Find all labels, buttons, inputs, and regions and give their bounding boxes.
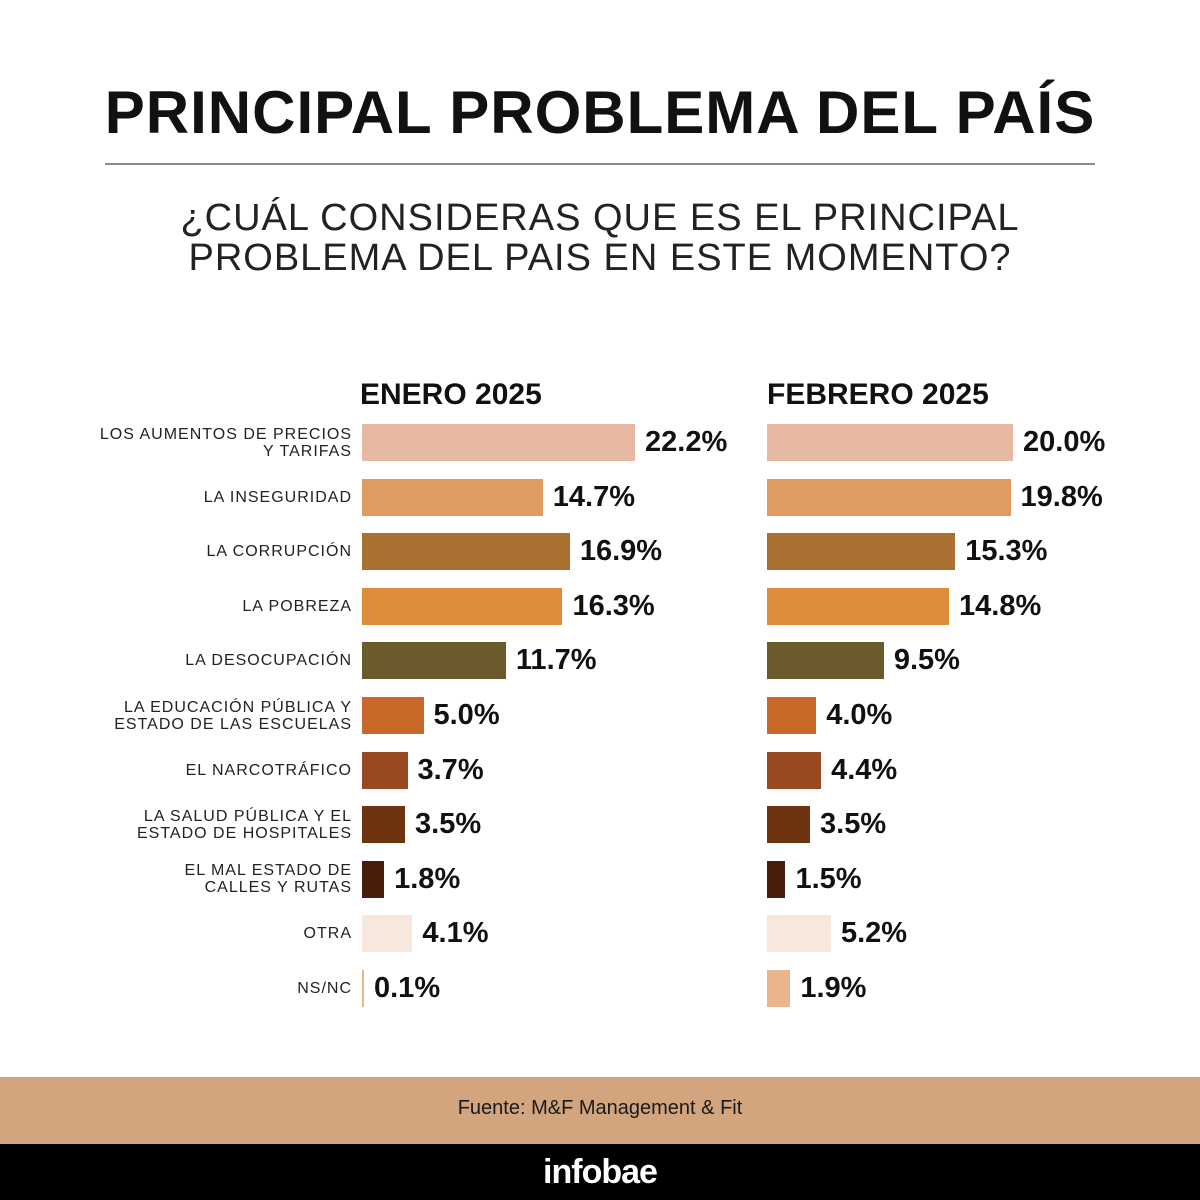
value-label: 4.0% xyxy=(826,699,893,731)
value-label: 1.9% xyxy=(800,972,867,1004)
value-label: 4.4% xyxy=(831,753,898,786)
bar-enero xyxy=(362,533,570,571)
bar-enero xyxy=(362,860,385,898)
infobae-logo: infobae xyxy=(543,1153,658,1191)
value-label: 4.1% xyxy=(422,917,489,950)
category-label: LA INSEGURIDAD xyxy=(52,489,352,506)
value-label: 22.2% xyxy=(645,426,728,458)
value-label: 19.8% xyxy=(1020,480,1103,513)
category-label-line: LA DESOCUPACIÓN xyxy=(185,652,352,670)
bar-febrero xyxy=(767,478,1011,516)
bar-febrero xyxy=(767,642,884,680)
value-label: 3.5% xyxy=(415,808,482,841)
category-label-line: LA POBREZA xyxy=(242,597,352,615)
category-label-line: LA INSEGURIDAD xyxy=(203,488,352,506)
category-label: NS/NC xyxy=(52,980,352,997)
bar-febrero xyxy=(767,533,956,571)
title-divider xyxy=(105,163,1095,165)
bar-enero xyxy=(362,478,543,516)
subtitle-line-1: ¿CUÁL CONSIDERAS QUE ES EL PRINCIPAL xyxy=(180,197,1020,239)
bar-febrero xyxy=(767,915,831,953)
bar-enero xyxy=(362,970,364,1007)
value-label: 20.0% xyxy=(1023,426,1106,458)
bar-febrero xyxy=(767,697,817,734)
series-heading-febrero: FEBRERO 2025 xyxy=(767,378,989,411)
category-label: EL NARCOTRÁFICO xyxy=(52,762,352,779)
value-label: 3.5% xyxy=(820,808,887,841)
value-label: 1.5% xyxy=(795,862,862,895)
category-label-line: LA EDUCACIÓN PÚBLICA Y xyxy=(124,698,352,716)
value-label: 5.0% xyxy=(433,699,500,731)
category-label: OTRA xyxy=(52,925,352,942)
bar-febrero xyxy=(767,424,1013,461)
bar-enero xyxy=(362,424,636,461)
subtitle-line-2: PROBLEMA DEL PAIS EN ESTE MOMENTO? xyxy=(188,237,1012,279)
bar-enero xyxy=(362,751,408,789)
value-label: 11.7% xyxy=(515,644,597,677)
category-label: LA SALUD PÚBLICA Y EL ESTADO DE HOSPITALE… xyxy=(52,808,352,842)
category-label: LOS AUMENTOS DE PRECIOS Y TARIFAS xyxy=(52,426,352,460)
value-label: 16.3% xyxy=(572,589,655,622)
category-label: LA CORRUPCIÓN xyxy=(52,543,352,560)
category-label-line: EL MAL ESTADO DE xyxy=(184,862,352,880)
chart-subtitle: ¿CUÁL CONSIDERAS QUE ES EL PRINCIPAL PRO… xyxy=(0,198,1200,278)
value-label: 14.7% xyxy=(552,480,636,513)
category-label-line: LA CORRUPCIÓN xyxy=(206,543,352,561)
chart-title: PRINCIPAL PROBLEMA DEL PAÍS xyxy=(104,79,1096,146)
bar-febrero xyxy=(767,970,791,1007)
series-heading-enero: ENERO 2025 xyxy=(360,378,542,411)
category-label: EL MAL ESTADO DE CALLES Y RUTAS xyxy=(52,862,352,896)
source-note: Fuente: M&F Management & Fit xyxy=(457,1097,743,1119)
value-label: 9.5% xyxy=(893,644,960,677)
bar-febrero xyxy=(767,587,950,625)
value-label: 0.1% xyxy=(374,972,441,1004)
bar-enero xyxy=(362,697,424,734)
value-label: 5.2% xyxy=(840,917,908,950)
category-label-line: LA SALUD PÚBLICA Y EL xyxy=(143,807,352,825)
logo-band xyxy=(0,1144,1200,1200)
bar-enero xyxy=(362,642,506,680)
value-label: 14.8% xyxy=(959,589,1042,622)
value-label: 3.7% xyxy=(417,753,484,786)
category-label-line: Y TARIFAS xyxy=(262,442,352,460)
bar-enero xyxy=(362,806,406,844)
category-label-line: OTRA xyxy=(303,925,352,943)
bar-febrero xyxy=(767,806,811,844)
category-label-line: NS/NC xyxy=(297,980,352,997)
category-label-line: LOS AUMENTOS DE PRECIOS xyxy=(99,425,352,443)
bar-febrero xyxy=(767,860,786,898)
bar-enero xyxy=(362,915,413,953)
value-label: 1.8% xyxy=(394,862,461,895)
category-label: LA POBREZA xyxy=(52,598,352,615)
category-label-line: CALLES Y RUTAS xyxy=(204,879,352,897)
category-label-line: ESTADO DE HOSPITALES xyxy=(136,824,352,842)
value-label: 16.9% xyxy=(579,535,663,568)
category-label-line: EL NARCOTRÁFICO xyxy=(185,761,352,779)
category-label: LA DESOCUPACIÓN xyxy=(52,652,352,669)
footer-band xyxy=(0,1077,1200,1144)
bar-febrero xyxy=(767,751,822,789)
value-label: 15.3% xyxy=(965,535,1048,568)
category-label-line: ESTADO DE LAS ESCUELAS xyxy=(114,715,352,733)
category-label: LA EDUCACIÓN PÚBLICA Y ESTADO DE LAS ESCU… xyxy=(52,699,352,733)
bar-enero xyxy=(362,587,563,625)
